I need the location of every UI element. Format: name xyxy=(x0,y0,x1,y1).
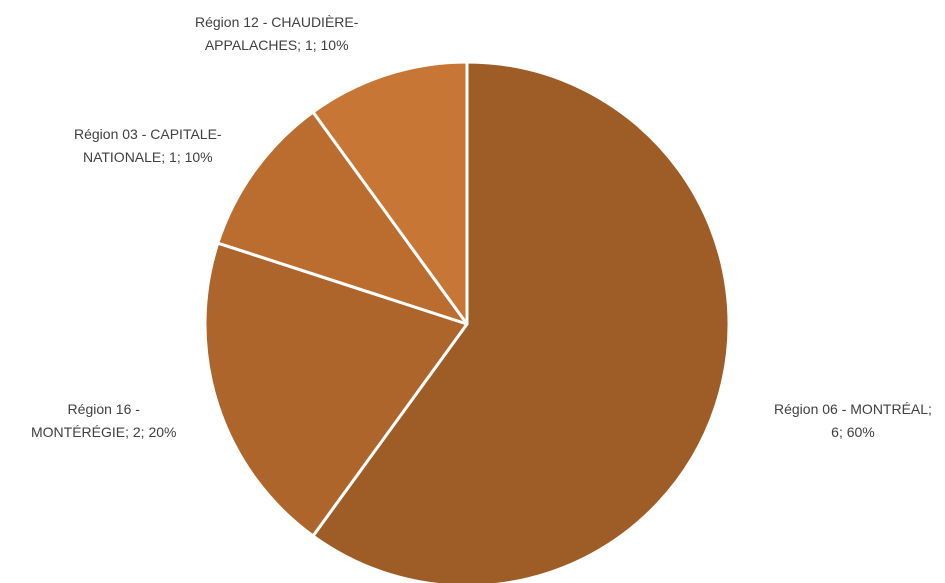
data-label-line: NATIONALE; 1; 10% xyxy=(82,149,213,165)
data-label-line: APPALACHES; 1; 10% xyxy=(204,37,349,53)
data-label-line: Région 12 - CHAUDIÈRE- xyxy=(195,14,359,30)
data-label-region-12-chaudiere-appalaches: Région 12 - CHAUDIÈRE- APPALACHES; 1; 10% xyxy=(195,11,358,57)
data-label-region-03-capitale-nationale: Région 03 - CAPITALE- NATIONALE; 1; 10% xyxy=(74,123,222,169)
pie-slice-region-16-monteregie xyxy=(203,241,469,538)
pie-slice-region-06-montreal xyxy=(311,60,731,583)
data-label-line: MONTÉRÉGIE; 2; 20% xyxy=(31,424,177,440)
data-label-line: Région 03 - CAPITALE- xyxy=(74,126,222,142)
data-label-line: 6; 60% xyxy=(831,424,875,440)
data-label-line: Région 06 - MONTRÉAL; xyxy=(774,401,932,417)
pie-slice-region-12-chaudiere-appalaches xyxy=(311,60,469,326)
pie-slice-region-03-capitale-nationale xyxy=(216,110,469,326)
data-label-region-16-monteregie: Région 16 - MONTÉRÉGIE; 2; 20% xyxy=(31,398,176,444)
data-label-line: Région 16 - xyxy=(67,401,140,417)
data-label-region-06-montreal: Région 06 - MONTRÉAL; 6; 60% xyxy=(774,398,932,444)
